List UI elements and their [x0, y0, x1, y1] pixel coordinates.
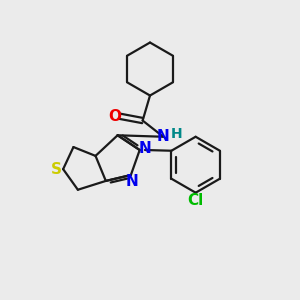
Text: S: S	[51, 162, 62, 177]
Text: N: N	[138, 141, 151, 156]
Text: H: H	[171, 127, 182, 141]
Text: N: N	[157, 129, 169, 144]
Text: N: N	[126, 174, 139, 189]
Text: O: O	[108, 109, 121, 124]
Text: Cl: Cl	[188, 194, 204, 208]
